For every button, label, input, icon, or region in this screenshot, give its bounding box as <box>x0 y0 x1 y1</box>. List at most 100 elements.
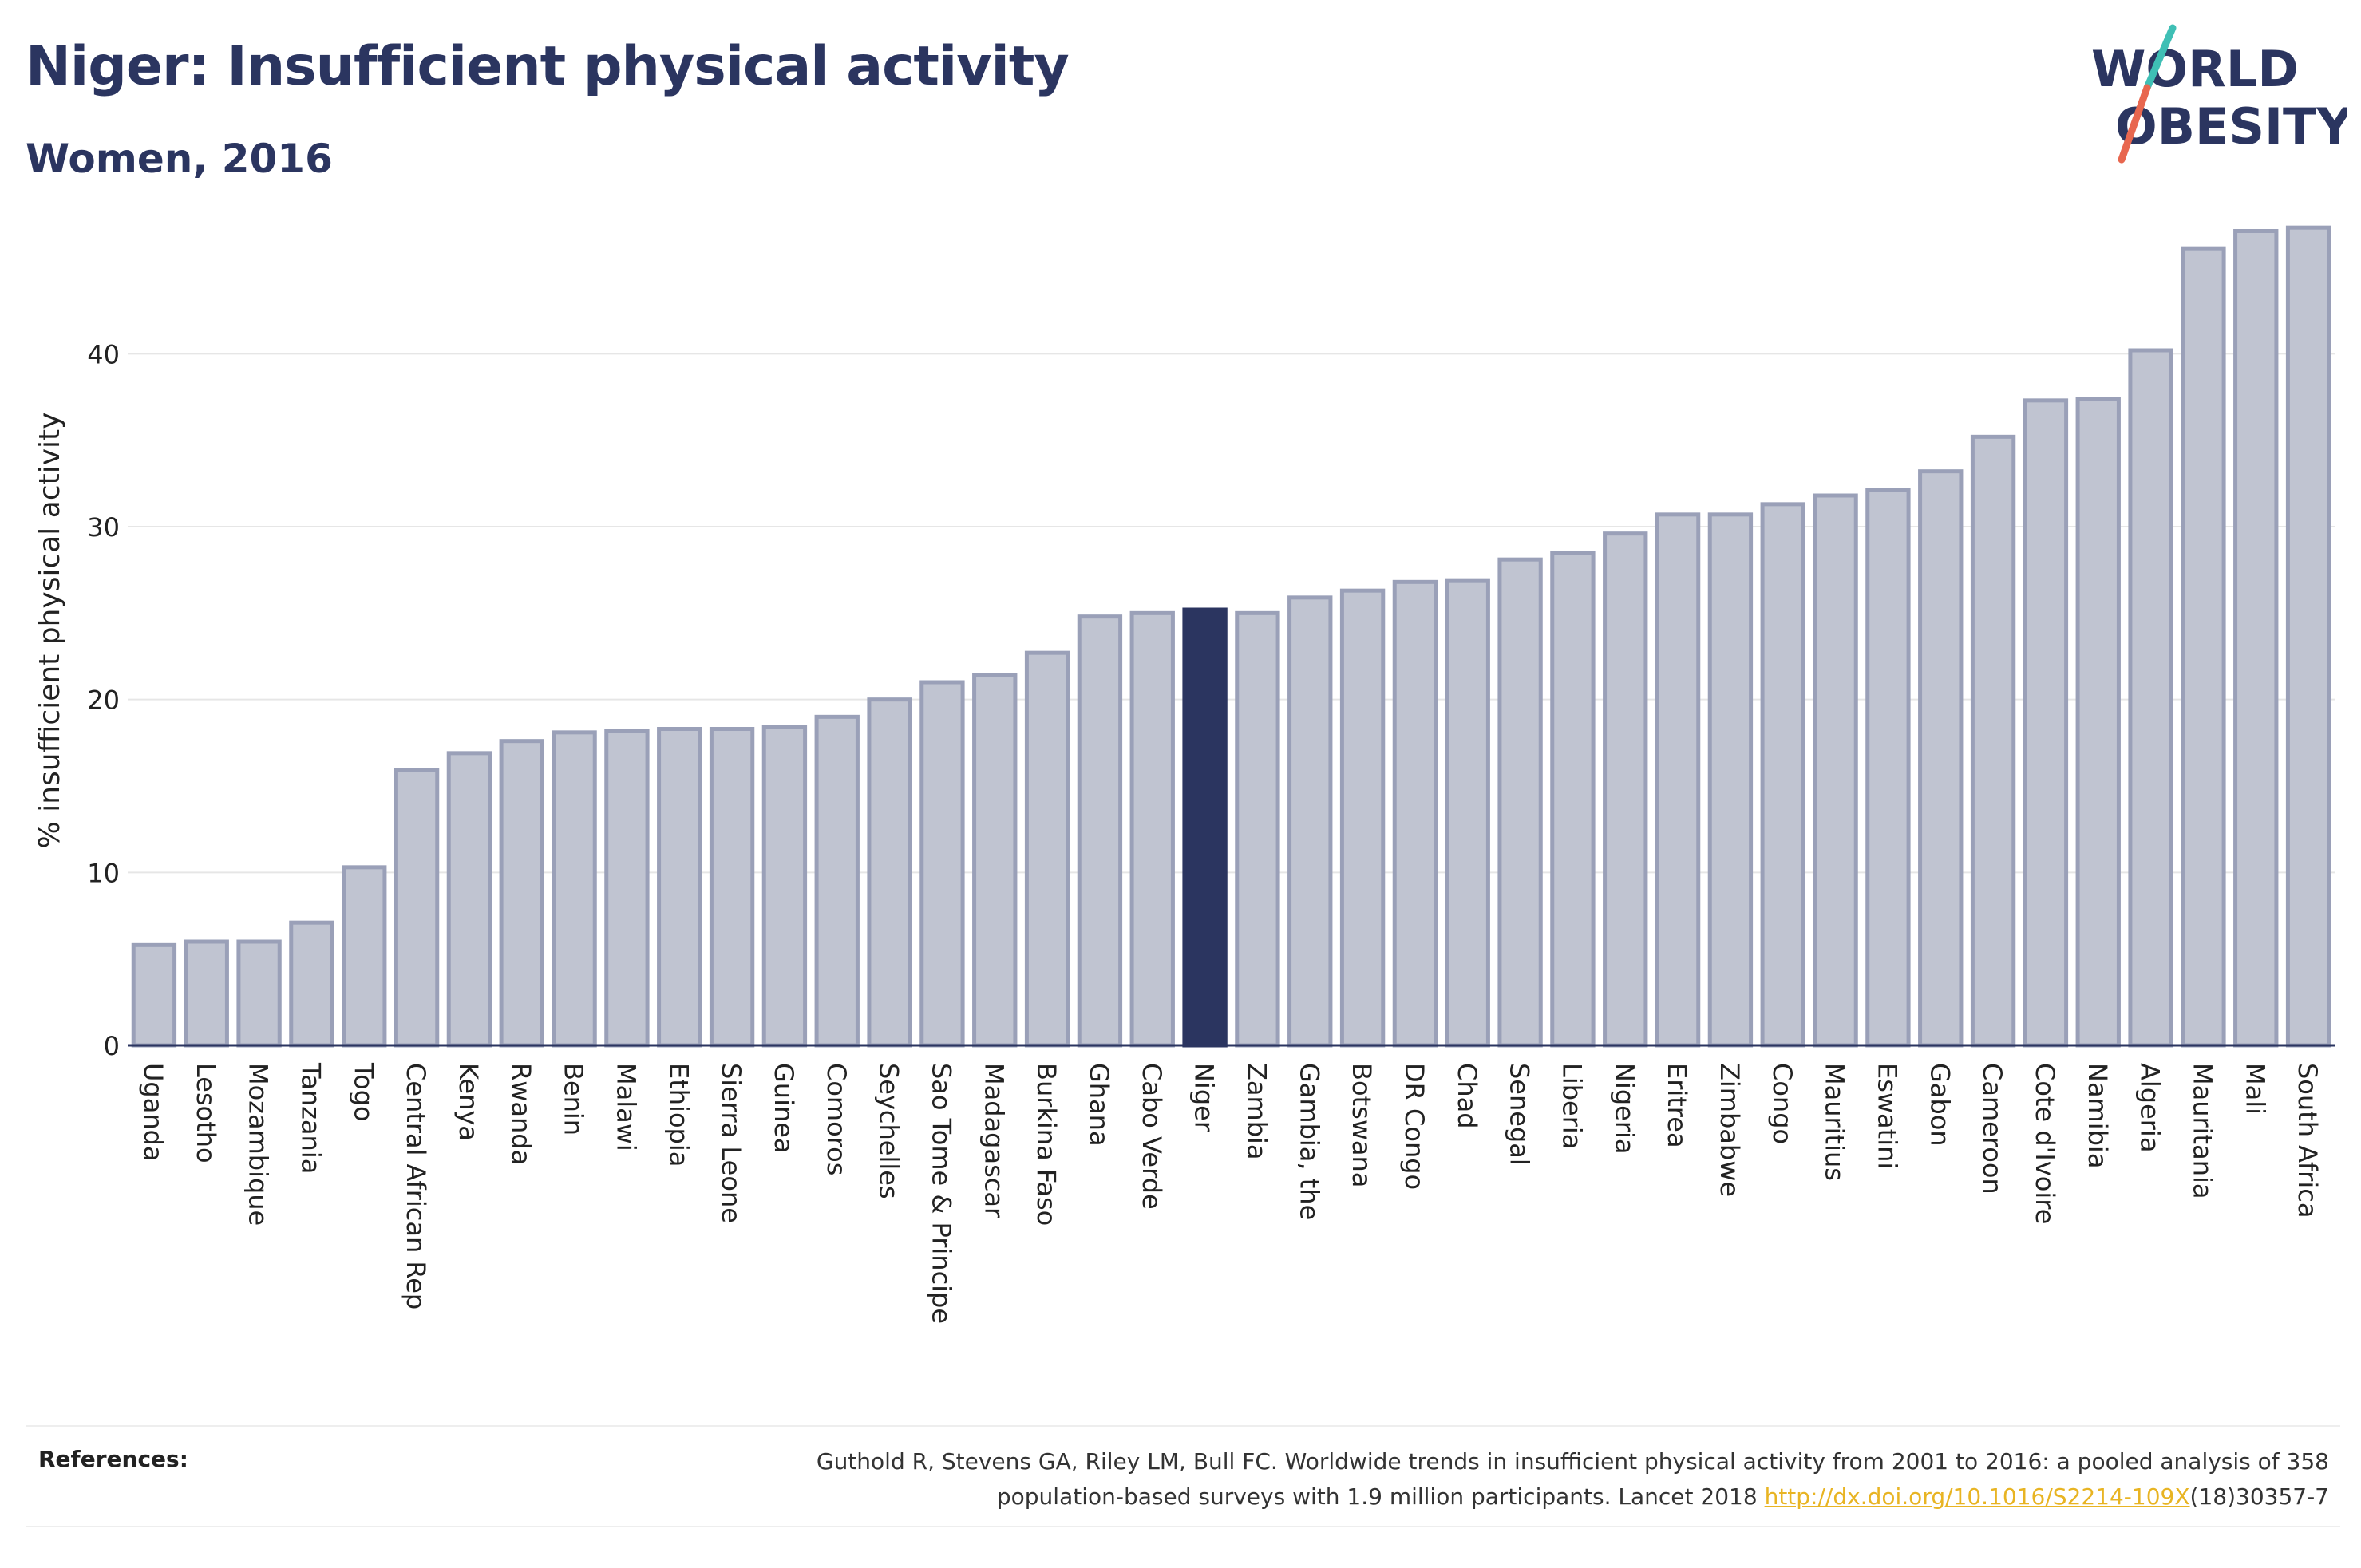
x-tick-label: Chad <box>1452 1063 1482 1129</box>
bar <box>1813 493 1858 1048</box>
bar <box>761 725 808 1048</box>
bar <box>919 680 965 1048</box>
x-tick-label: Niger <box>1189 1063 1220 1132</box>
bar <box>289 920 334 1048</box>
bar <box>2181 246 2226 1048</box>
x-tick-label: Malawi <box>611 1063 641 1151</box>
chart-subtitle: Women, 2016 <box>26 136 333 182</box>
x-tick-label: Comoros <box>821 1063 852 1175</box>
x-tick-label: Botswana <box>1347 1063 1377 1187</box>
x-tick-label: Sierra Leone <box>716 1063 746 1223</box>
bar <box>1918 469 1964 1048</box>
x-tick-label: Burkina Faso <box>1031 1063 1062 1226</box>
bar <box>2075 397 2121 1048</box>
x-tick-label: Benin <box>559 1063 589 1136</box>
x-tick-label: DR Congo <box>1399 1063 1430 1190</box>
x-tick-label: Mozambique <box>243 1063 274 1226</box>
x-tick-label: Zambia <box>1241 1063 1271 1160</box>
bar <box>446 751 492 1048</box>
y-tick-label: 10 <box>87 858 120 888</box>
bar <box>867 697 912 1048</box>
x-tick-label: Ghana <box>1084 1063 1114 1147</box>
x-tick-label: Gabon <box>1924 1063 1955 1147</box>
x-tick-label: Madagascar <box>979 1063 1009 1218</box>
bar <box>1655 512 1701 1048</box>
x-tick-label: Congo <box>1767 1063 1797 1144</box>
footer-divider-bottom <box>26 1526 2340 1527</box>
bar <box>1182 607 1228 1048</box>
bar <box>1760 502 1805 1048</box>
bar <box>1445 578 1490 1048</box>
reference-line2-prefix: population-based surveys with 1.9 millio… <box>996 1483 1765 1510</box>
bar <box>2023 398 2069 1048</box>
bars <box>131 225 2331 1048</box>
x-tick-label: Eswatini <box>1872 1063 1902 1169</box>
bar <box>2285 225 2331 1048</box>
x-tick-label: Seychelles <box>874 1063 904 1199</box>
bar <box>1865 488 1911 1048</box>
x-tick-label: Cabo Verde <box>1137 1063 1167 1210</box>
world-obesity-logo: WORLD OBESITY <box>2091 24 2347 164</box>
footer-divider-top <box>26 1425 2340 1427</box>
bar <box>342 865 387 1048</box>
bar <box>131 942 177 1048</box>
y-axis-label: % insufficient physical activity <box>34 413 66 849</box>
y-tick-label: 0 <box>104 1031 120 1061</box>
bar <box>814 714 860 1048</box>
bar <box>236 939 282 1048</box>
bar <box>657 727 702 1048</box>
y-tick-label: 30 <box>87 512 120 543</box>
y-axis-ticks: 0 10 20 30 40 <box>87 339 120 1061</box>
x-tick-label: Mauritania <box>2187 1063 2217 1199</box>
bar <box>552 730 597 1048</box>
bar <box>709 727 755 1048</box>
bar <box>2128 348 2173 1048</box>
reference-line1: Guthold R, Stevens GA, Riley LM, Bull FC… <box>816 1448 2329 1475</box>
bar <box>1077 614 1123 1048</box>
bar <box>972 673 1018 1048</box>
bar <box>1129 610 1175 1048</box>
x-tick-label: Namibia <box>2082 1063 2113 1168</box>
x-tick-label: Mali <box>2240 1063 2270 1115</box>
x-tick-label: Algeria <box>2135 1063 2165 1152</box>
bar <box>1287 595 1333 1048</box>
bar <box>1392 579 1438 1048</box>
x-tick-label: Togo <box>348 1062 378 1122</box>
reference-line2-suffix: (18)30357-7 <box>2189 1483 2329 1510</box>
x-tick-label: Ethiopia <box>663 1063 694 1167</box>
bar <box>1497 557 1543 1048</box>
x-tick-label: Cote d'Ivoire <box>2030 1063 2060 1224</box>
bar <box>1235 610 1280 1048</box>
logo-line1: WORLD <box>2091 40 2299 98</box>
logo-slash-top <box>2143 24 2177 92</box>
bar <box>1970 434 2016 1048</box>
x-tick-label: Uganda <box>138 1063 168 1162</box>
y-tick-label: 40 <box>87 339 120 369</box>
bar <box>1024 650 1070 1048</box>
logo-line2: OBESITY <box>2115 97 2347 156</box>
x-tick-label: Sao Tome & Principe <box>926 1063 956 1324</box>
bar <box>604 729 650 1048</box>
bar <box>184 939 229 1048</box>
x-tick-label: Eritrea <box>1662 1063 1692 1148</box>
logo-slash-bottom <box>2118 84 2151 164</box>
x-tick-label: Tanzania <box>295 1062 326 1174</box>
x-tick-label: Guinea <box>769 1063 799 1154</box>
gridlines <box>128 353 2335 874</box>
x-tick-label: Lesotho <box>191 1063 221 1163</box>
bar <box>499 739 544 1048</box>
x-tick-label: Central African Rep <box>401 1063 431 1309</box>
doi-link[interactable]: http://dx.doi.org/10.1016/S2214-109X <box>1764 1483 2190 1510</box>
references-label: References: <box>38 1446 188 1472</box>
bar <box>1603 531 1648 1048</box>
bar <box>394 768 440 1048</box>
y-tick-label: 20 <box>87 685 120 716</box>
x-axis-labels: Uganda Lesotho Mozambique Tanzania Togo Centr… <box>138 1062 2323 1324</box>
x-tick-label: Liberia <box>1556 1063 1587 1149</box>
x-tick-label: Zimbabwe <box>1714 1063 1745 1197</box>
references-text: Guthold R, Stevens GA, Riley LM, Bull FC… <box>493 1444 2329 1515</box>
x-tick-label: Nigeria <box>1609 1063 1639 1154</box>
bar <box>1550 551 1596 1048</box>
bar <box>1339 588 1386 1048</box>
x-tick-label: Rwanda <box>506 1063 536 1165</box>
